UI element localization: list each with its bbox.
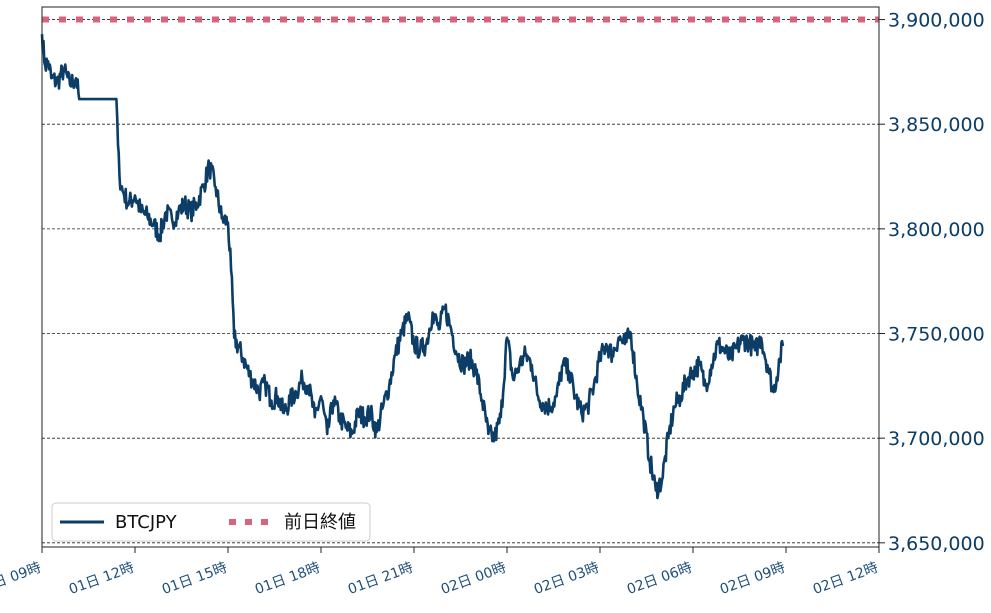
series-btcjpy-line — [40, 34, 785, 500]
x-tick-label: 02日 06時 — [625, 560, 694, 598]
x-tick-label: 02日 12時 — [811, 560, 880, 598]
x-tick-label: 01日 09時 — [0, 560, 43, 598]
series-layer — [40, 16, 879, 500]
y-tick-label: 3,800,000 — [888, 219, 985, 241]
legend: BTCJPY 前日終値 — [51, 502, 371, 542]
x-tick-label: 02日 00時 — [439, 560, 508, 598]
legend-label-btcjpy: BTCJPY — [115, 512, 178, 533]
y-tick-label: 3,850,000 — [888, 114, 985, 136]
legend-label-prev-close: 前日終値 — [284, 512, 356, 533]
y-axis-tick-labels: 3,650,000 3,700,000 3,750,000 3,800,000 3,85… — [888, 10, 985, 555]
y-tick-label: 3,750,000 — [888, 324, 985, 346]
axes — [41, 6, 885, 553]
plot-frame — [41, 6, 880, 548]
y-tick-label: 3,650,000 — [888, 533, 985, 555]
y-tick-label: 3,700,000 — [888, 428, 985, 450]
legend-box — [51, 502, 371, 542]
x-tick-label: 02日 09時 — [718, 560, 787, 598]
x-tick-label: 01日 15時 — [160, 560, 229, 598]
x-tick-label: 01日 18時 — [253, 560, 322, 598]
x-tick-label: 02日 03時 — [532, 560, 601, 598]
x-tick-label: 01日 12時 — [67, 560, 136, 598]
plot-background — [42, 7, 879, 547]
x-axis-tick-labels: 01日 09時 01日 12時 01日 15時 01日 18時 01日 21時 02日 0… — [0, 560, 880, 598]
x-tick-label: 01日 21時 — [346, 560, 415, 598]
y-tick-label: 3,900,000 — [888, 10, 985, 32]
